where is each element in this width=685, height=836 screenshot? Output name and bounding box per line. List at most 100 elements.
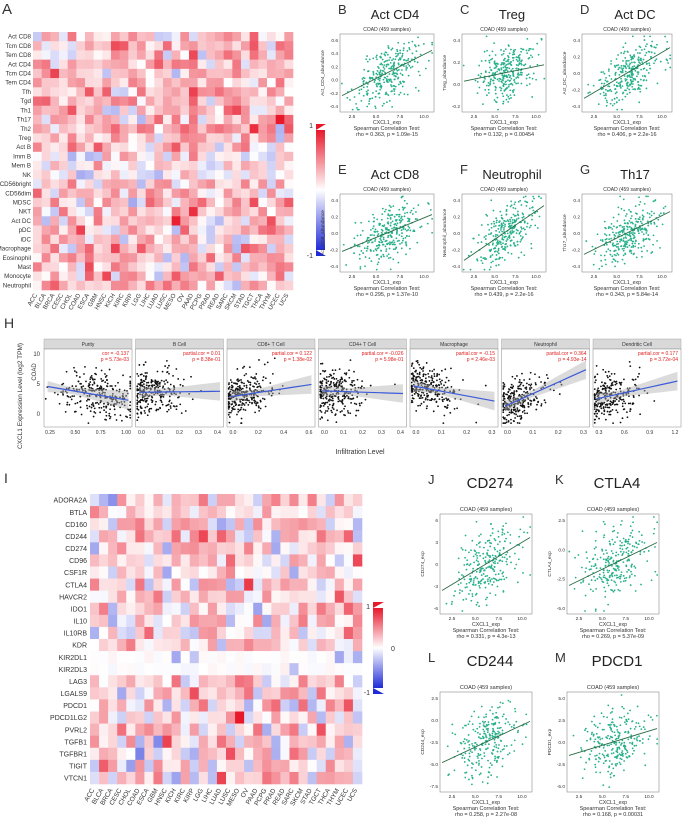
scatter-point — [611, 721, 613, 724]
scatter-point — [508, 723, 511, 726]
heatmap-a-cell — [137, 32, 146, 42]
scatter-point — [641, 742, 644, 744]
scatter-point — [475, 543, 478, 546]
facet-point — [273, 357, 276, 360]
heatmap-a-cell — [275, 225, 285, 236]
scatter-point — [407, 220, 409, 223]
scatter-point — [518, 62, 521, 64]
scatter-point — [509, 218, 511, 221]
scatter-point — [529, 526, 532, 528]
scatter-point — [525, 77, 528, 80]
scatter-point — [536, 63, 539, 66]
scatter-point — [574, 576, 577, 579]
facet-point — [161, 403, 164, 406]
scatter-point — [353, 96, 356, 98]
x-tick-label: 2.5 — [349, 114, 356, 120]
x-tick-label: 5.0 — [599, 794, 606, 800]
heatmap-a-cell — [145, 253, 155, 263]
scatter-point — [515, 82, 518, 85]
scatter-point — [540, 37, 543, 40]
scatter-point — [468, 743, 471, 746]
facet-point — [168, 372, 170, 375]
heatmap-a-cell — [232, 59, 242, 70]
scatter-point — [445, 602, 448, 605]
y-tick-label: 0.0 — [331, 231, 338, 237]
scatter-point — [624, 95, 627, 98]
facet-point — [119, 396, 121, 399]
facet-point — [115, 389, 118, 392]
scatter-point — [519, 71, 522, 74]
scatter-point — [612, 559, 615, 562]
scatter-point — [359, 234, 362, 236]
heatmap-a-cell — [197, 96, 207, 107]
scatter-point — [642, 228, 644, 230]
scatter-point — [471, 744, 474, 747]
scatter-point — [496, 234, 499, 237]
heatmap-a-cell — [171, 234, 181, 245]
scatter-point — [496, 750, 499, 753]
scatter-point — [376, 253, 379, 256]
scatter-point — [462, 754, 464, 757]
scatter-point — [625, 547, 628, 550]
heatmap-a-cell — [111, 280, 120, 291]
heatmap-a-cell — [267, 50, 276, 60]
heatmap-a-cell — [102, 170, 112, 180]
scatter-point — [497, 747, 500, 750]
scatter-point — [604, 97, 607, 100]
scatter-point — [617, 206, 620, 209]
scatter-point — [374, 95, 377, 98]
x-tick-label: 2.5 — [471, 114, 478, 120]
facet-point — [320, 411, 323, 413]
heatmap-a-cell — [232, 105, 242, 116]
scatter-point — [489, 266, 492, 269]
heatmap-a-cell — [33, 243, 42, 254]
heatmap-a-cell — [180, 32, 190, 42]
scatter-point — [622, 46, 625, 49]
scatter-point — [489, 256, 492, 259]
scatter-point — [522, 227, 525, 230]
heatmap-a-cell — [206, 32, 216, 42]
scatter-point — [497, 68, 500, 71]
y-tick-label: 0 — [435, 562, 438, 568]
scatter-point — [581, 777, 584, 780]
facet-point — [250, 376, 253, 379]
facet-point — [320, 405, 323, 407]
scatter-point — [353, 243, 356, 246]
heatmap-a-cell — [197, 105, 207, 116]
scatter-point — [520, 251, 523, 254]
scatter-point — [356, 234, 359, 237]
scatter-point — [362, 252, 364, 254]
facet-point — [141, 398, 144, 401]
heatmap-a-cell — [145, 234, 155, 245]
scatter-point — [527, 73, 530, 76]
x-tick-label: 2.5 — [349, 274, 356, 280]
scatter-point — [633, 252, 635, 255]
scatter-point — [382, 238, 385, 241]
scatter-point — [381, 229, 384, 232]
scatter-point — [622, 580, 625, 583]
facet-point — [230, 384, 233, 387]
heatmap-a-cell — [206, 253, 216, 263]
heatmap-a-cell — [275, 197, 285, 208]
facet-point — [84, 390, 87, 393]
facet-point — [235, 382, 238, 385]
heatmap-a-cell — [232, 32, 242, 42]
scatter-point — [536, 42, 539, 45]
scatter-point — [510, 252, 513, 255]
scatter-point — [506, 551, 509, 554]
scatter-point — [497, 252, 500, 255]
scatter-point — [401, 54, 404, 57]
heatmap-a-cell — [232, 262, 242, 272]
scatter-point — [526, 201, 529, 204]
facet-point — [108, 417, 111, 420]
heatmap-a-cell — [50, 253, 60, 263]
scatter-point — [613, 98, 616, 100]
scatter-point — [385, 228, 388, 231]
scatter-point — [595, 546, 597, 549]
heatmap-a-cell — [267, 243, 276, 254]
scatter-point — [585, 240, 588, 242]
heatmap-a-cell — [258, 253, 268, 263]
facet-point — [74, 410, 77, 413]
scatter-point — [508, 76, 511, 79]
scatter-point — [387, 81, 389, 84]
